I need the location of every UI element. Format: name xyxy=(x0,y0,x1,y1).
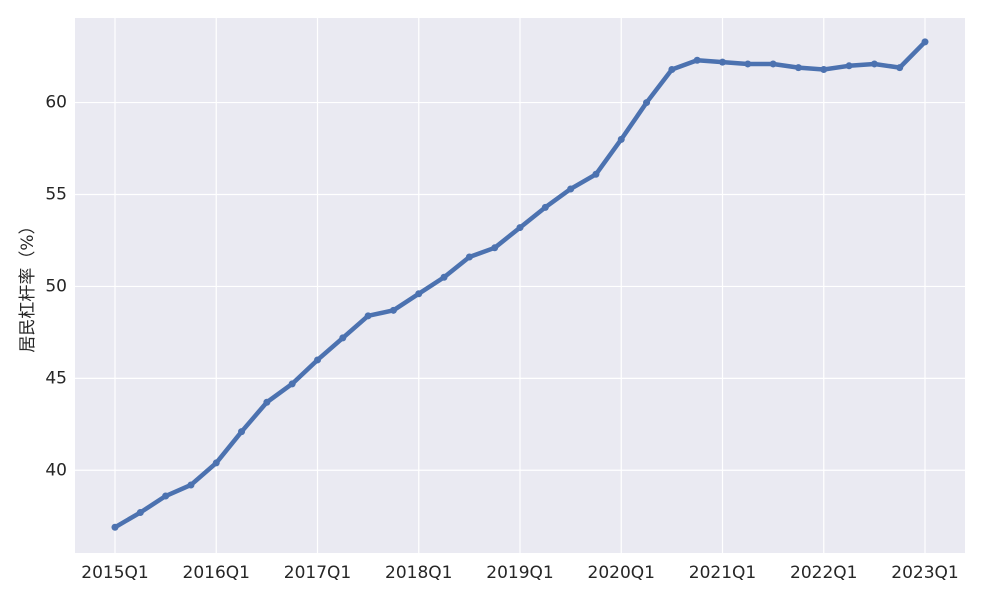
point xyxy=(187,481,195,489)
point xyxy=(719,58,727,66)
x-tick-label: 2022Q1 xyxy=(790,563,857,583)
point xyxy=(541,203,549,211)
x-tick-label: 2017Q1 xyxy=(284,563,351,583)
point xyxy=(238,428,246,436)
point xyxy=(668,65,676,73)
x-tick-label: 2016Q1 xyxy=(183,563,250,583)
point xyxy=(491,244,499,252)
y-tick-label: 60 xyxy=(45,93,67,113)
point xyxy=(820,65,828,73)
x-tick-label: 2020Q1 xyxy=(588,563,655,583)
point xyxy=(516,224,524,232)
point xyxy=(643,99,651,107)
point xyxy=(313,356,321,364)
point xyxy=(592,170,600,178)
point xyxy=(744,60,752,68)
y-tick-label: 40 xyxy=(45,460,67,480)
point xyxy=(896,64,904,72)
point xyxy=(288,380,296,388)
point xyxy=(111,523,119,531)
point xyxy=(136,509,144,517)
y-tick-label: 50 xyxy=(45,276,67,296)
point xyxy=(339,334,347,342)
x-tick-label: 2023Q1 xyxy=(891,563,958,583)
x-tick-label: 2021Q1 xyxy=(689,563,756,583)
point xyxy=(693,56,701,64)
point xyxy=(364,312,372,320)
point xyxy=(162,492,170,500)
point xyxy=(617,135,625,143)
x-tick-label: 2015Q1 xyxy=(81,563,148,583)
y-tick-label: 55 xyxy=(45,184,67,204)
point xyxy=(921,38,929,46)
point xyxy=(415,290,423,298)
point xyxy=(794,64,802,72)
y-tick-label: 45 xyxy=(45,368,67,388)
point xyxy=(389,306,397,314)
point xyxy=(567,185,575,193)
y-axis-label: 居民杠杆率（%） xyxy=(18,217,38,352)
point xyxy=(769,60,777,68)
point xyxy=(870,60,878,68)
point xyxy=(845,62,853,70)
point xyxy=(263,398,271,406)
x-tick-label: 2018Q1 xyxy=(385,563,452,583)
point xyxy=(212,459,220,467)
x-tick-label: 2019Q1 xyxy=(486,563,553,583)
point xyxy=(465,253,473,261)
point xyxy=(440,273,448,281)
